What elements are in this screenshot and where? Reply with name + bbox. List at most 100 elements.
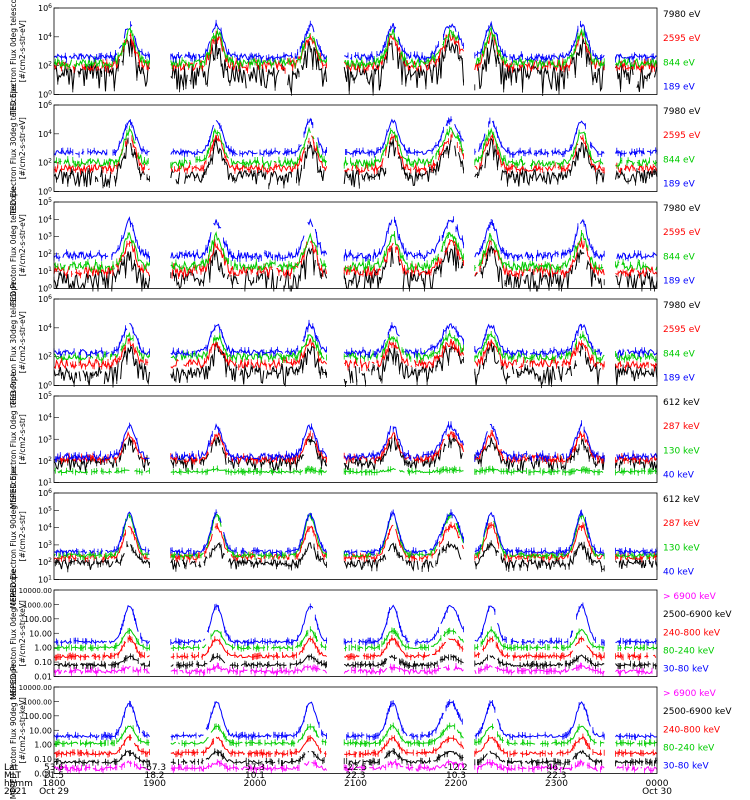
legend-entry: 80-240 keV <box>663 646 715 656</box>
panel-stack: 100 102 104 106 TED Electron Flux 0deg teles… <box>9 0 732 799</box>
x-tick-hhmm: 2300 <box>545 779 568 789</box>
y-tick-label: 102 <box>38 456 52 466</box>
x-tick-mlt: 22.3 <box>345 771 365 781</box>
series-ticks <box>54 465 658 476</box>
series-ticks <box>56 748 658 767</box>
panel-frame <box>53 395 658 483</box>
legend-entry: 844 eV <box>663 252 696 262</box>
legend-entry: 40 keV <box>663 568 695 578</box>
y-axis-title: TED Electron Flux 30deg telescope [#/cm2… <box>9 82 27 216</box>
legend-entry: 40 keV <box>663 471 695 481</box>
y-tick-label: 101 <box>38 478 52 488</box>
x-tick-hhmm: 2100 <box>344 779 367 789</box>
y-axis-title: MEPED Proton Flux 0deg telescope [#/cm2-… <box>9 567 27 700</box>
legend-entry: 130 keV <box>663 543 700 553</box>
x-row-label-mlt: MLT <box>4 771 22 781</box>
x-tick-date: Oct 29 <box>39 787 69 797</box>
x-tick-date: Oct 30 <box>642 787 672 797</box>
series-ticks <box>56 733 654 758</box>
y-tick-label: 100 <box>38 284 52 294</box>
y-axis-title: TED Proton Flux 0deg telescope [#/cm2-s-… <box>9 184 27 307</box>
x-tick-mlt: 22.3 <box>546 771 566 781</box>
series-trace <box>53 435 658 472</box>
y-tick-label: 10.00 <box>29 629 52 638</box>
y-tick-label: 103 <box>38 434 52 444</box>
legend-entry: 7980 eV <box>663 301 701 311</box>
panel-frame <box>53 104 658 192</box>
y-tick-label: 100.00 <box>24 712 52 721</box>
y-tick-label: 102 <box>38 249 52 259</box>
series-ticks <box>53 699 652 741</box>
legend-entry: 612 keV <box>663 495 700 505</box>
panel-frame <box>53 589 658 677</box>
panel-7: 0.01 0.10 1.00 10.00 100.00 1000.00 10000.00ME… <box>9 567 732 700</box>
legend-entry: 2595 eV <box>663 325 701 335</box>
x-tick-hhmm: 0000 <box>646 779 669 789</box>
legend-entry: 2595 eV <box>663 228 701 238</box>
y-tick-label: 106 <box>38 488 52 498</box>
legend-entry: 80-240 keV <box>663 743 715 753</box>
x-tick-mlt: 18.2 <box>144 771 164 781</box>
y-tick-label: 1000.00 <box>23 698 52 706</box>
y-axis-title: MEPED Proton Flux 90deg telescope [#/cm2… <box>9 661 27 799</box>
y-tick-label: 1.00 <box>34 644 52 653</box>
x-tick-hhmm: 2000 <box>244 779 267 789</box>
legend-entry: 2500-6900 keV <box>663 610 732 620</box>
series-trace <box>53 239 658 278</box>
legend-entry: 30-80 keV <box>663 762 709 772</box>
legend-entry: 7980 eV <box>663 10 701 20</box>
legend-entry: 7980 eV <box>663 107 701 117</box>
y-tick-label: 103 <box>38 232 52 242</box>
y-tick-label: 104 <box>38 413 52 423</box>
y-tick-label: 104 <box>38 32 52 42</box>
series-ticks <box>56 135 657 190</box>
series-ticks <box>61 19 654 63</box>
x-tick-lat: -22.5 <box>344 763 367 773</box>
y-tick-label: 1.00 <box>34 741 52 750</box>
series-trace <box>53 117 658 156</box>
series-ticks <box>54 722 658 748</box>
legend-entry: 2595 eV <box>663 34 701 44</box>
panel-4: 100 102 104 106 TED Proton Flux 30deg telesc… <box>9 279 701 407</box>
panel-3: 100 101 102 103 104 105 TED Proton Flux 0deg t… <box>9 184 701 307</box>
panel-frame <box>53 492 658 580</box>
y-tick-label: 101 <box>38 575 52 585</box>
series-ticks <box>56 509 658 557</box>
legend-entry: 2595 eV <box>663 131 701 141</box>
legend-entry: 189 eV <box>663 180 696 190</box>
y-tick-label: 104 <box>38 523 52 533</box>
series-ticks <box>58 653 657 670</box>
panel-frame <box>53 298 658 386</box>
legend-entry: > 6900 keV <box>663 689 717 699</box>
y-tick-label: 102 <box>38 61 52 71</box>
y-tick-label: 102 <box>38 352 52 362</box>
series-ticks <box>61 338 658 372</box>
y-tick-label: 10.00 <box>29 726 52 735</box>
y-tick-label: 0.10 <box>34 755 52 764</box>
legend-entry: 287 keV <box>663 422 700 432</box>
x-tick-lat: -67.3 <box>143 763 166 773</box>
y-tick-label: 104 <box>38 214 52 224</box>
panel-5: 101 102 103 104 105 MEPED Electron Flux 0deg … <box>9 369 700 509</box>
series-ticks <box>56 33 658 96</box>
y-tick-label: 102 <box>38 158 52 168</box>
x-row-label-lat: Lat <box>4 763 19 773</box>
x-tick-mlt: 21.5 <box>44 771 64 781</box>
panel-frame <box>53 7 658 95</box>
y-tick-label: 106 <box>38 3 52 13</box>
legend-entry: 30-80 keV <box>663 665 709 675</box>
y-tick-label: 10000.00 <box>19 587 52 595</box>
panel-2: 100 102 104 106 TED Electron Flux 30deg tele… <box>9 82 701 216</box>
y-tick-label: 0.01 <box>34 770 52 779</box>
legend-entry: 612 keV <box>663 398 700 408</box>
legend-entry: 844 eV <box>663 58 696 68</box>
y-tick-label: 101 <box>38 266 52 276</box>
y-axis-title: MEPED Electron Flux 0deg telescope [#/cm… <box>9 369 27 509</box>
legend-entry: 844 eV <box>663 349 696 359</box>
x-tick-mlt: 10.1 <box>245 771 265 781</box>
x-tick-lat: 57.3 <box>245 763 265 773</box>
panel-6: 101 102 103 104 105 106 MEPED Electron Flux 90… <box>9 464 700 608</box>
x-row-label-hhmm: hhmm <box>4 779 33 789</box>
y-axis-title: MEPED Electron Flux 90deg telescope [#/c… <box>9 464 27 608</box>
